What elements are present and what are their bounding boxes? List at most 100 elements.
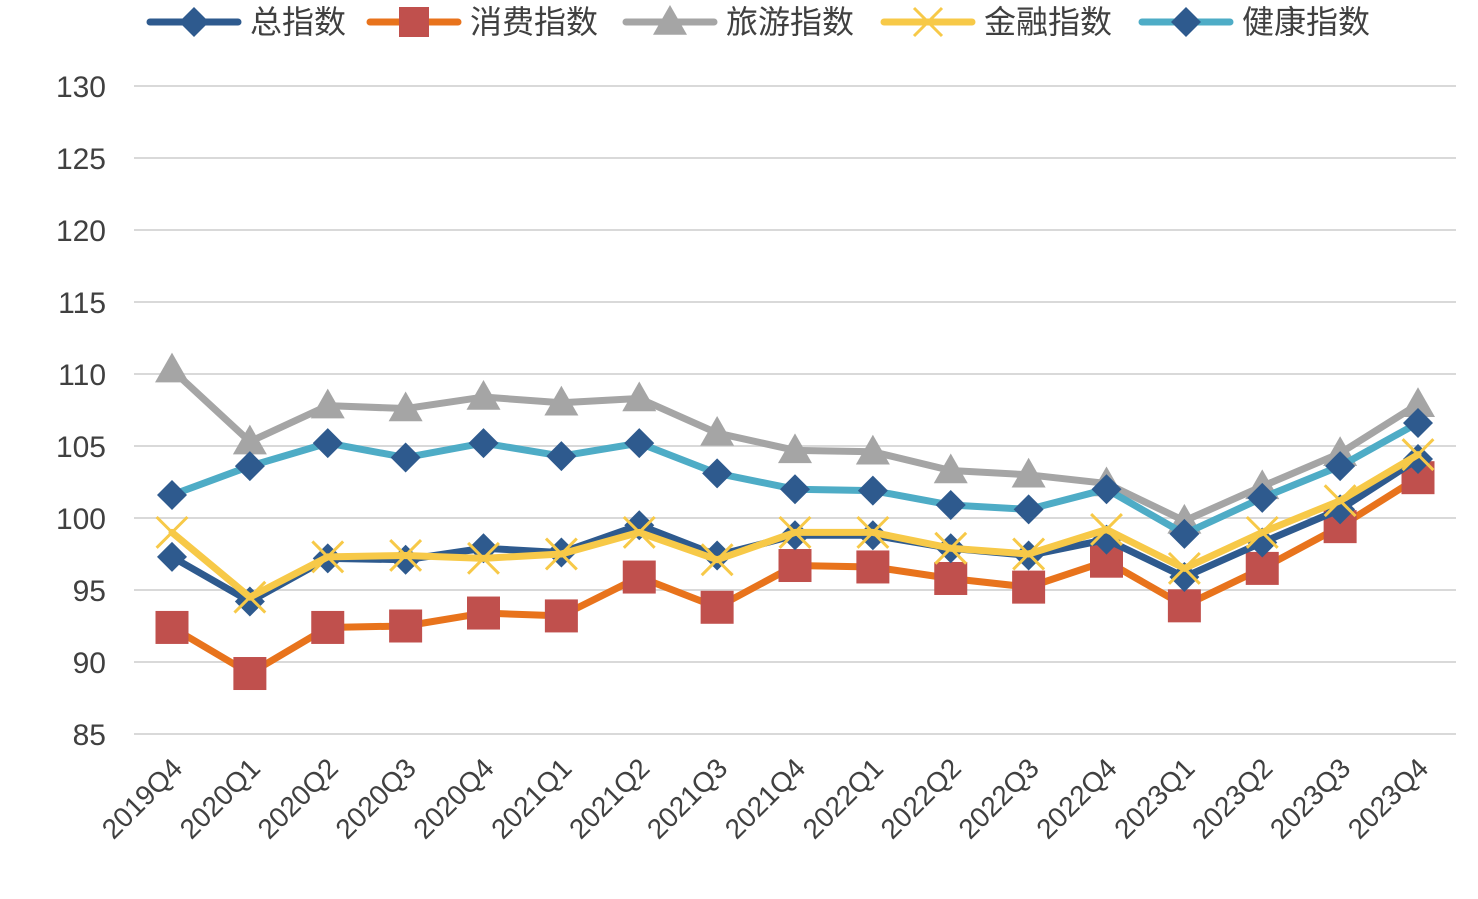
square-marker: [1167, 589, 1201, 623]
y-tick-label: 120: [56, 215, 106, 248]
x-tick-label: 2021Q3: [641, 752, 733, 844]
x-tick-label: 2020Q1: [174, 752, 266, 844]
triangle-marker: [933, 453, 968, 484]
diamond-marker: [1169, 518, 1200, 549]
square-marker: [233, 657, 267, 691]
square-marker: [1012, 570, 1046, 604]
x-marker: [389, 538, 423, 572]
diamond-marker: [234, 451, 265, 482]
x-marker: [1323, 484, 1357, 518]
legend-label: 健康指数: [1242, 3, 1370, 41]
x-tick-label: 2023Q3: [1264, 752, 1356, 844]
x-tick-label: 2022Q4: [1030, 752, 1122, 844]
x-tick-label: 2021Q1: [485, 752, 577, 844]
triangle-marker: [388, 391, 423, 422]
triangle-marker: [544, 385, 579, 416]
diamond-marker: [1013, 494, 1044, 525]
x-marker: [311, 540, 345, 574]
triangle-marker: [855, 434, 890, 465]
x-marker: [544, 537, 578, 571]
y-tick-label: 115: [58, 287, 106, 320]
triangle-marker: [232, 424, 267, 455]
legend-item-2: 消费指数: [366, 3, 598, 41]
diamond-marker: [702, 540, 733, 571]
x-tick-label: 2023Q2: [1186, 752, 1278, 844]
diamond-marker: [857, 475, 888, 506]
y-axis-tick-labels: 85 90 95 100 105 110 115 120 125 130: [56, 71, 106, 752]
triangle-marker: [653, 5, 687, 35]
diamond-marker: [179, 7, 209, 37]
legend-label: 金融指数: [984, 3, 1112, 41]
x-tick-label: 2022Q1: [797, 752, 889, 844]
diamond-marker: [1169, 562, 1200, 593]
triangle-marker: [778, 433, 812, 464]
diamond-marker: [1403, 443, 1433, 474]
legend-item-4: 金融指数: [880, 3, 1112, 41]
triangle-marker: [466, 380, 501, 410]
diamond-marker: [157, 541, 187, 572]
diamond-marker: [546, 441, 577, 472]
x-tick-label: 2023Q1: [1108, 752, 1200, 844]
x-tick-label: 2020Q4: [407, 752, 499, 844]
x-marker: [622, 515, 656, 549]
y-tick-label: 100: [56, 503, 106, 536]
legend-label: 总指数: [250, 3, 346, 41]
x-marker: [1245, 515, 1279, 549]
square-marker: [934, 561, 968, 595]
legend: 总指数 消费指数 旅游指数 金融指数 健康指数: [146, 3, 1370, 41]
x-marker: [467, 541, 500, 575]
square-marker: [544, 599, 578, 633]
triangle-marker: [155, 352, 189, 383]
triangle-marker: [1401, 387, 1435, 417]
square-marker: [622, 560, 656, 594]
x-marker: [1401, 438, 1435, 472]
x-tick-label: 2020Q2: [252, 752, 344, 844]
x-marker: [912, 6, 944, 38]
diamond-marker: [468, 428, 499, 459]
diamond-marker: [1325, 451, 1356, 482]
x-marker: [934, 531, 968, 565]
x-tick-label: 2022Q3: [952, 752, 1044, 844]
series-4: [155, 438, 1435, 614]
diamond-marker: [780, 474, 810, 505]
legend-label: 消费指数: [470, 3, 598, 41]
diamond-marker: [935, 490, 966, 521]
diamond-marker: [390, 544, 421, 575]
diamond-marker: [624, 428, 655, 459]
diamond-marker: [390, 442, 421, 473]
legend-item-3: 旅游指数: [622, 3, 854, 41]
x-marker: [1090, 513, 1123, 546]
x-marker: [233, 580, 267, 614]
series-5: [157, 407, 1433, 549]
x-tick-label: 2023Q4: [1342, 752, 1434, 844]
y-tick-label: 90: [73, 647, 106, 680]
square-marker: [467, 596, 500, 630]
triangle-marker: [700, 416, 735, 446]
x-marker: [1012, 537, 1046, 571]
diamond-marker: [1403, 407, 1433, 438]
triangle-marker: [1011, 457, 1046, 488]
x-marker: [700, 543, 734, 577]
triangle-marker: [622, 381, 657, 412]
x-tick-label: 2022Q2: [875, 752, 967, 844]
y-tick-label: 130: [56, 71, 106, 104]
square-marker: [311, 610, 345, 644]
diamond-marker: [702, 458, 733, 489]
diamond-marker: [157, 479, 187, 510]
square-marker: [399, 7, 429, 37]
series-lines: [155, 352, 1435, 691]
y-tick-label: 95: [73, 575, 106, 608]
legend-label: 旅游指数: [726, 3, 854, 41]
x-tick-label: 2019Q4: [96, 752, 188, 844]
x-marker: [1167, 551, 1201, 585]
y-tick-label: 110: [58, 359, 106, 392]
x-marker: [778, 515, 812, 549]
square-marker: [700, 590, 734, 624]
x-axis-tick-labels: 2019Q42020Q12020Q22020Q32020Q42021Q12021…: [96, 752, 1434, 844]
diamond-marker: [1171, 7, 1201, 37]
square-marker: [856, 550, 890, 584]
legend-item-5: 健康指数: [1138, 3, 1370, 41]
triangle-marker: [310, 388, 345, 419]
diamond-marker: [312, 428, 343, 459]
